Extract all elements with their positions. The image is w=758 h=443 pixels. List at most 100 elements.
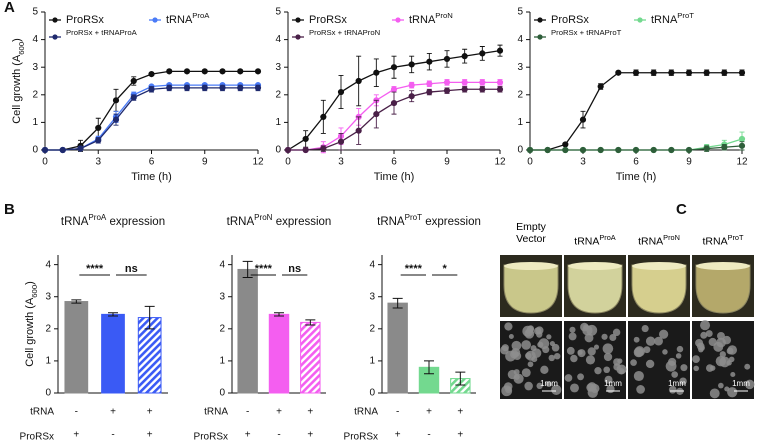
- colony: [508, 334, 514, 340]
- x-tick-label: 3: [95, 157, 101, 168]
- legend-label: tRNAProN: [409, 11, 453, 26]
- colony: [680, 364, 688, 372]
- data-point: [166, 68, 173, 75]
- colony: [525, 352, 532, 360]
- colony: [554, 352, 561, 360]
- error-bar: [144, 305, 155, 330]
- data-point: [632, 146, 640, 154]
- bar: [237, 268, 258, 394]
- data-point: [721, 144, 728, 151]
- data-point: [302, 146, 309, 154]
- y-tick-label: 0: [45, 388, 51, 399]
- data-point: [496, 86, 504, 93]
- condition-label: tRNA: [354, 407, 378, 418]
- colony: [527, 361, 534, 368]
- y-tick-label: 5: [32, 7, 38, 18]
- colony: [566, 346, 575, 355]
- y-tick-label: 4: [32, 34, 38, 45]
- y-tick-label: 1: [275, 117, 281, 128]
- legend-marker: [52, 17, 58, 23]
- legend-marker: [295, 34, 301, 40]
- error-bar: [455, 371, 466, 386]
- colony: [526, 325, 534, 334]
- y-tick-label: 4: [45, 259, 51, 270]
- data-point: [597, 83, 604, 90]
- colony: [609, 333, 617, 342]
- colony: [546, 334, 552, 340]
- condition-value: +: [307, 430, 313, 441]
- data-point: [479, 79, 486, 86]
- data-point: [615, 146, 622, 154]
- bar: [64, 301, 89, 394]
- colony: [613, 363, 621, 371]
- colony: [654, 336, 663, 346]
- colony: [699, 345, 705, 351]
- colony: [658, 329, 669, 339]
- colony: [540, 365, 549, 374]
- colony: [577, 349, 583, 355]
- condition-value: +: [457, 407, 463, 418]
- x-tick-label: 6: [633, 157, 639, 168]
- data-point: [562, 141, 569, 148]
- culture-tube: [631, 264, 687, 314]
- data-point: [112, 97, 120, 104]
- y-tick-label: 2: [275, 89, 281, 100]
- condition-value: +: [147, 407, 153, 418]
- data-point: [461, 86, 468, 93]
- colony: [586, 324, 598, 336]
- data-point: [112, 116, 120, 123]
- x-tick-label: 0: [285, 157, 291, 168]
- condition-value: -: [277, 430, 280, 441]
- data-point: [703, 69, 710, 76]
- condition-label: ProRSx: [20, 432, 54, 443]
- data-point: [201, 68, 208, 75]
- data-point: [579, 116, 587, 123]
- colony: [551, 384, 562, 395]
- colony: [570, 354, 578, 363]
- y-tick-label: 0: [219, 388, 225, 399]
- y-tick-label: 3: [369, 291, 375, 302]
- y-tick-label: 2: [369, 323, 375, 334]
- colony: [727, 345, 738, 355]
- y-tick-label: 4: [369, 259, 375, 270]
- data-point: [615, 69, 622, 76]
- colony: [504, 322, 513, 331]
- colony: [679, 377, 687, 385]
- condition-label: ProRSx: [194, 432, 228, 443]
- colony: [695, 338, 704, 347]
- colony: [645, 336, 656, 346]
- legend-marker: [52, 34, 58, 40]
- legend-marker: [637, 17, 643, 23]
- data-point: [738, 69, 746, 76]
- colony: [585, 355, 596, 365]
- colony: [668, 357, 677, 366]
- scale-label: 1mm: [604, 379, 622, 388]
- data-point: [426, 58, 433, 65]
- condition-value: -: [396, 407, 399, 418]
- colony: [545, 381, 552, 387]
- data-point: [738, 142, 746, 149]
- legend-marker: [152, 17, 158, 23]
- data-point: [355, 77, 362, 85]
- data-point: [408, 82, 415, 89]
- colony: [633, 336, 640, 343]
- x-tick-label: 6: [149, 157, 155, 168]
- condition-label: tRNA: [30, 407, 54, 418]
- colony: [718, 382, 724, 389]
- chart-title: tRNAProT expression: [377, 213, 481, 228]
- colony: [587, 347, 596, 356]
- condition-value: -: [75, 407, 78, 418]
- legend-label: ProRSx + tRNAProN: [309, 28, 380, 37]
- colony: [715, 355, 727, 367]
- data-point: [461, 53, 468, 60]
- data-point: [148, 86, 155, 93]
- data-point: [95, 137, 102, 144]
- data-point: [544, 146, 551, 154]
- colony: [662, 349, 668, 355]
- y-tick-label: 3: [275, 62, 281, 73]
- data-point: [320, 145, 327, 152]
- data-point: [461, 79, 468, 86]
- colony: [583, 324, 589, 330]
- colony: [533, 327, 542, 335]
